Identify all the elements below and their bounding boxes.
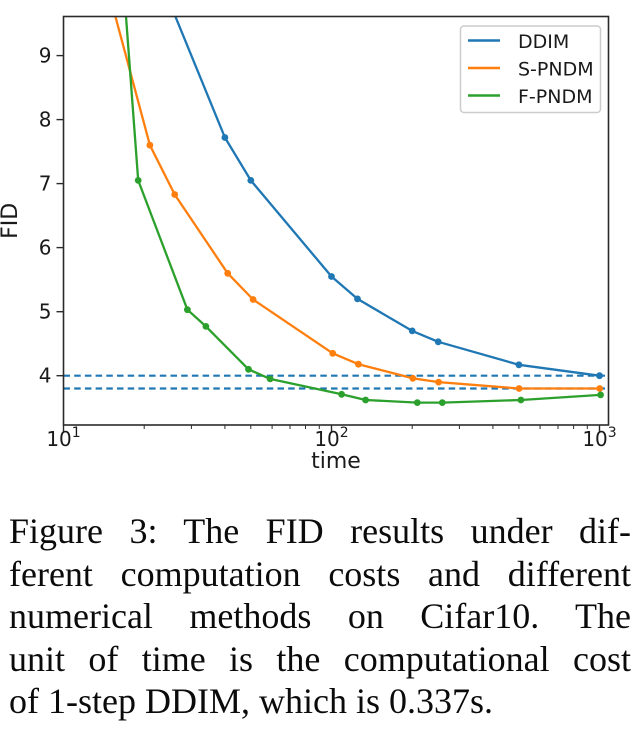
figure-caption: Figure 3: The FID results under dif- fer…: [9, 510, 631, 723]
data-point-f-pndm: [517, 396, 525, 404]
legend-label-f-pndm: F-PNDM: [518, 86, 592, 108]
data-point-f-pndm: [438, 399, 446, 406]
y-axis-label: FID: [0, 203, 23, 239]
data-point-ddim: [408, 327, 416, 335]
caption-line: numerical methods on Cifar10. The: [9, 596, 631, 637]
y-tick-label: 4: [39, 364, 52, 388]
data-point-s-pndm: [249, 296, 257, 303]
data-point-s-pndm: [171, 191, 179, 198]
legend-box: [459, 25, 602, 114]
data-point-s-pndm: [224, 269, 232, 277]
axis-ticks: [56, 54, 601, 432]
x-tick-label: 102: [314, 425, 348, 451]
data-point-s-pndm: [596, 385, 604, 392]
data-point-ddim: [354, 295, 361, 303]
y-tick-label: 9: [39, 44, 52, 68]
data-point-ddim: [596, 372, 603, 380]
data-point-s-pndm: [409, 374, 417, 382]
reference-lines: [63, 374, 609, 390]
fid-chart: 4 5 6 7 8 9 101 102 103 time FID DDIM S-PNDM F-PNDM: [0, 15, 617, 474]
data-point-f-pndm: [338, 390, 345, 398]
data-point-s-pndm: [355, 360, 362, 368]
legend: DDIM S-PNDM F-PNDM: [459, 25, 602, 114]
caption-line: of 1-step DDIM, which is 0.337s.: [9, 681, 493, 722]
data-point-f-pndm: [266, 375, 274, 383]
data-point-f-pndm: [597, 391, 604, 399]
data-point-s-pndm: [146, 141, 154, 149]
data-point-ddim: [515, 361, 523, 369]
plot-border: [62, 15, 610, 426]
data-point-s-pndm: [435, 378, 442, 386]
series-group: [114, 16, 604, 406]
legend-label-s-pndm: S-PNDM: [518, 59, 594, 81]
caption-line: Figure 3: The FID results under dif-: [9, 511, 631, 551]
y-tick-label: 8: [39, 108, 52, 132]
data-point-f-pndm: [134, 177, 142, 184]
caption-line: ferent computation costs and different: [9, 553, 631, 594]
data-point-f-pndm: [413, 399, 421, 406]
y-tick-label: 7: [39, 172, 52, 196]
y-tick-label: 5: [39, 300, 52, 324]
data-point-f-pndm: [362, 396, 369, 404]
x-tick-label: 103: [582, 425, 616, 451]
data-point-s-pndm: [515, 385, 523, 392]
data-point-f-pndm: [184, 306, 191, 314]
y-tick-label: 6: [39, 236, 52, 260]
data-point-s-pndm: [329, 349, 337, 357]
data-point-ddim: [247, 177, 255, 184]
data-point-f-pndm: [245, 365, 252, 373]
legend-label-ddim: DDIM: [518, 31, 569, 53]
x-axis-label: time: [311, 449, 361, 474]
data-point-ddim: [221, 134, 229, 141]
data-point-f-pndm: [202, 323, 210, 330]
data-point-ddim: [328, 273, 335, 280]
x-tick-label: 101: [46, 425, 80, 451]
caption-line: unit of time is the computational cost: [9, 638, 631, 679]
series-line-f-pndm: [124, 16, 602, 404]
data-point-ddim: [434, 338, 442, 346]
